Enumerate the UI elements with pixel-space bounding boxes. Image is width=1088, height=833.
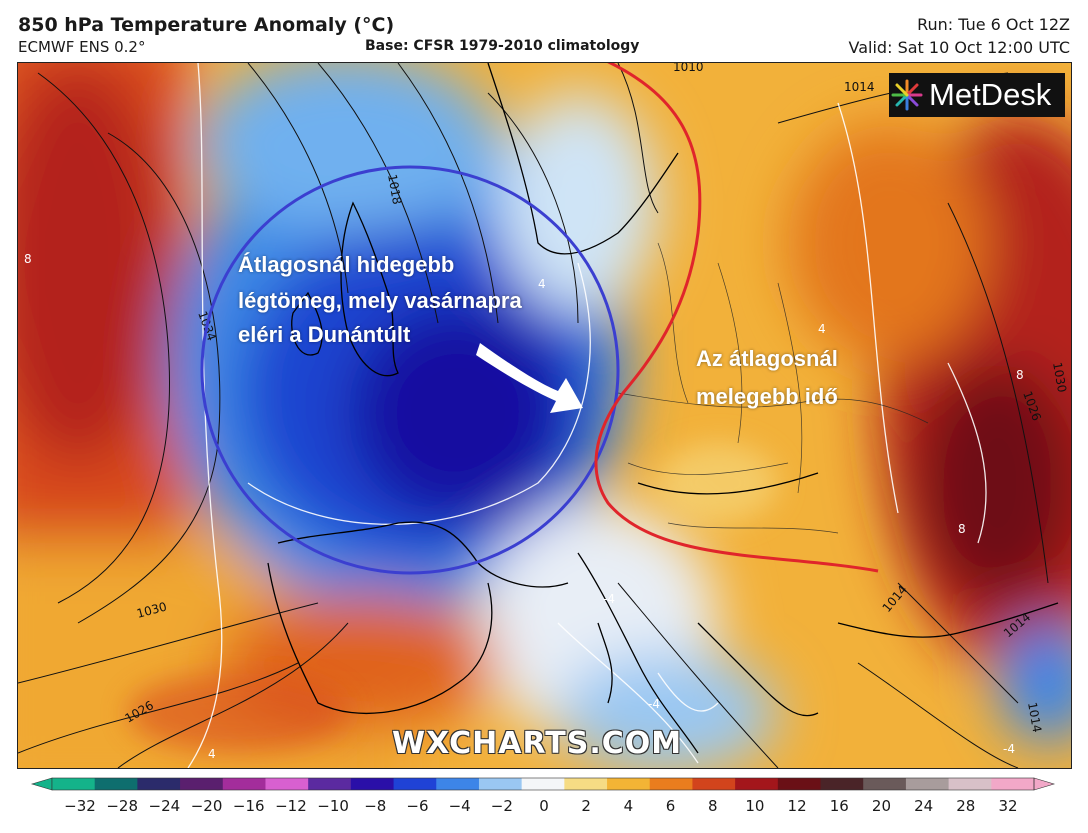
cold-annotation-line-1: Átlagosnál hidegebb [238, 252, 455, 277]
colorbar-swatch [777, 778, 822, 790]
colorbar-tick-label: −8 [364, 797, 387, 815]
isobar-label: 1018 [385, 173, 404, 206]
colorbar-tick-label: −32 [64, 797, 96, 815]
warm-annotation-line-2: melegebb idő [696, 384, 838, 409]
colorbar-right-extension [1033, 777, 1056, 791]
valid-time-label: Valid: Sat 10 Oct 12:00 UTC [848, 38, 1070, 57]
colorbar-swatch [94, 778, 138, 790]
colorbar-swatch [863, 778, 907, 790]
isobar-label: 1010 [673, 63, 704, 74]
isobar-label: 1014 [844, 80, 875, 94]
anomaly-label: -4 [648, 697, 660, 711]
run-time-label: Run: Tue 6 Oct 12Z [917, 15, 1070, 34]
colorbar-tick-label: −10 [317, 797, 349, 815]
colorbar-swatch [436, 778, 480, 790]
metdesk-logo: MetDesk [889, 73, 1065, 117]
colorbar-tick-label: 2 [581, 797, 591, 815]
colorbar-swatch [180, 778, 224, 790]
colorbar-swatch [137, 778, 181, 790]
warm-annotation-line-1: Az átlagosnál [696, 346, 838, 371]
anomaly-label-layer: 8 4 4 8 8 -4 -4 -4 4 [24, 252, 1024, 761]
colorbar-tick-label: −2 [490, 797, 513, 815]
colorbar-tick-label: 20 [871, 797, 891, 815]
colorbar-swatch [692, 778, 736, 790]
colorbar-tick-label: −20 [190, 797, 223, 815]
colorbar-swatch [948, 778, 992, 790]
colorbar-left-extension [30, 777, 53, 791]
colorbar-tick-label: −6 [406, 797, 429, 815]
colorbar-tick-label: 12 [787, 797, 807, 815]
warm-airmass-boundary [594, 63, 879, 573]
colorbar-swatch [52, 778, 96, 790]
colorbar-swatch [222, 778, 266, 790]
colorbar-swatch [478, 778, 523, 790]
isobar-label: 1030 [1050, 361, 1069, 394]
cold-annotation-line-2: légtömeg, mely vasárnapra [238, 288, 522, 313]
isobar-label: 1014 [1025, 701, 1044, 734]
anomaly-label: 8 [1016, 368, 1024, 382]
colorbar-tick-label: −24 [148, 797, 181, 815]
anomaly-label: -4 [603, 592, 615, 606]
metdesk-logo-text: MetDesk [929, 77, 1052, 112]
anomaly-label: 4 [818, 322, 826, 336]
colorbar-swatch [521, 778, 565, 790]
anomaly-label: 4 [538, 277, 546, 291]
cold-annotation-line-3: eléri a Dunántúlt [238, 322, 411, 347]
colorbar-swatch [564, 778, 608, 790]
climatology-base-label: Base: CFSR 1979-2010 climatology [365, 38, 640, 54]
colorbar-swatch [820, 778, 864, 790]
colorbar-swatch [308, 778, 352, 790]
colorbar-tick-label: 28 [956, 797, 976, 815]
colorbar-tick-label: −4 [448, 797, 471, 815]
colorbar-tick-label: −16 [232, 797, 265, 815]
model-label: ECMWF ENS 0.2° [18, 38, 146, 56]
colorbar-tick-label: 24 [914, 797, 934, 815]
colorbar-tick-label: 6 [665, 797, 676, 815]
colorbar-swatch [991, 778, 1035, 790]
anomaly-map: 1010 1014 1018 1034 1030 1026 1030 1026 … [17, 62, 1072, 769]
colorbar-swatch [265, 778, 309, 790]
colorbar-swatch [905, 778, 950, 790]
colorbar-swatch [607, 778, 651, 790]
colorbar [30, 777, 1056, 791]
chart-title: 850 hPa Temperature Anomaly (°C) [18, 14, 395, 36]
colorbar-tick-label: −12 [275, 797, 307, 815]
colorbar-tick-label: −28 [106, 797, 138, 815]
colorbar-tick-label: 16 [829, 797, 849, 815]
colorbar-swatch [735, 778, 779, 790]
colorbar-swatch [393, 778, 437, 790]
anomaly-label: 8 [24, 252, 32, 266]
colorbar-swatch [350, 778, 395, 790]
colorbar-tick-label: 4 [623, 797, 634, 815]
anomaly-label: -4 [1003, 742, 1015, 756]
colorbar-tick-label: 0 [539, 797, 549, 815]
colorbar-tick-label: 10 [745, 797, 765, 815]
metdesk-logo-icon [891, 79, 923, 111]
colorbar-swatch [649, 778, 693, 790]
anomaly-label: 8 [958, 522, 966, 536]
cold-airmass-outline [200, 165, 620, 575]
colorbar-tick-label: 32 [998, 797, 1018, 815]
colorbar-border [51, 777, 1035, 791]
colorbar-tick-label: 8 [707, 797, 718, 815]
arrow-icon [476, 343, 583, 413]
wxcharts-watermark: WXCHARTS.COM [392, 726, 683, 761]
anomaly-label: 4 [208, 747, 216, 761]
anomaly-field: 1010 1014 1018 1034 1030 1026 1030 1026 … [18, 63, 1071, 768]
